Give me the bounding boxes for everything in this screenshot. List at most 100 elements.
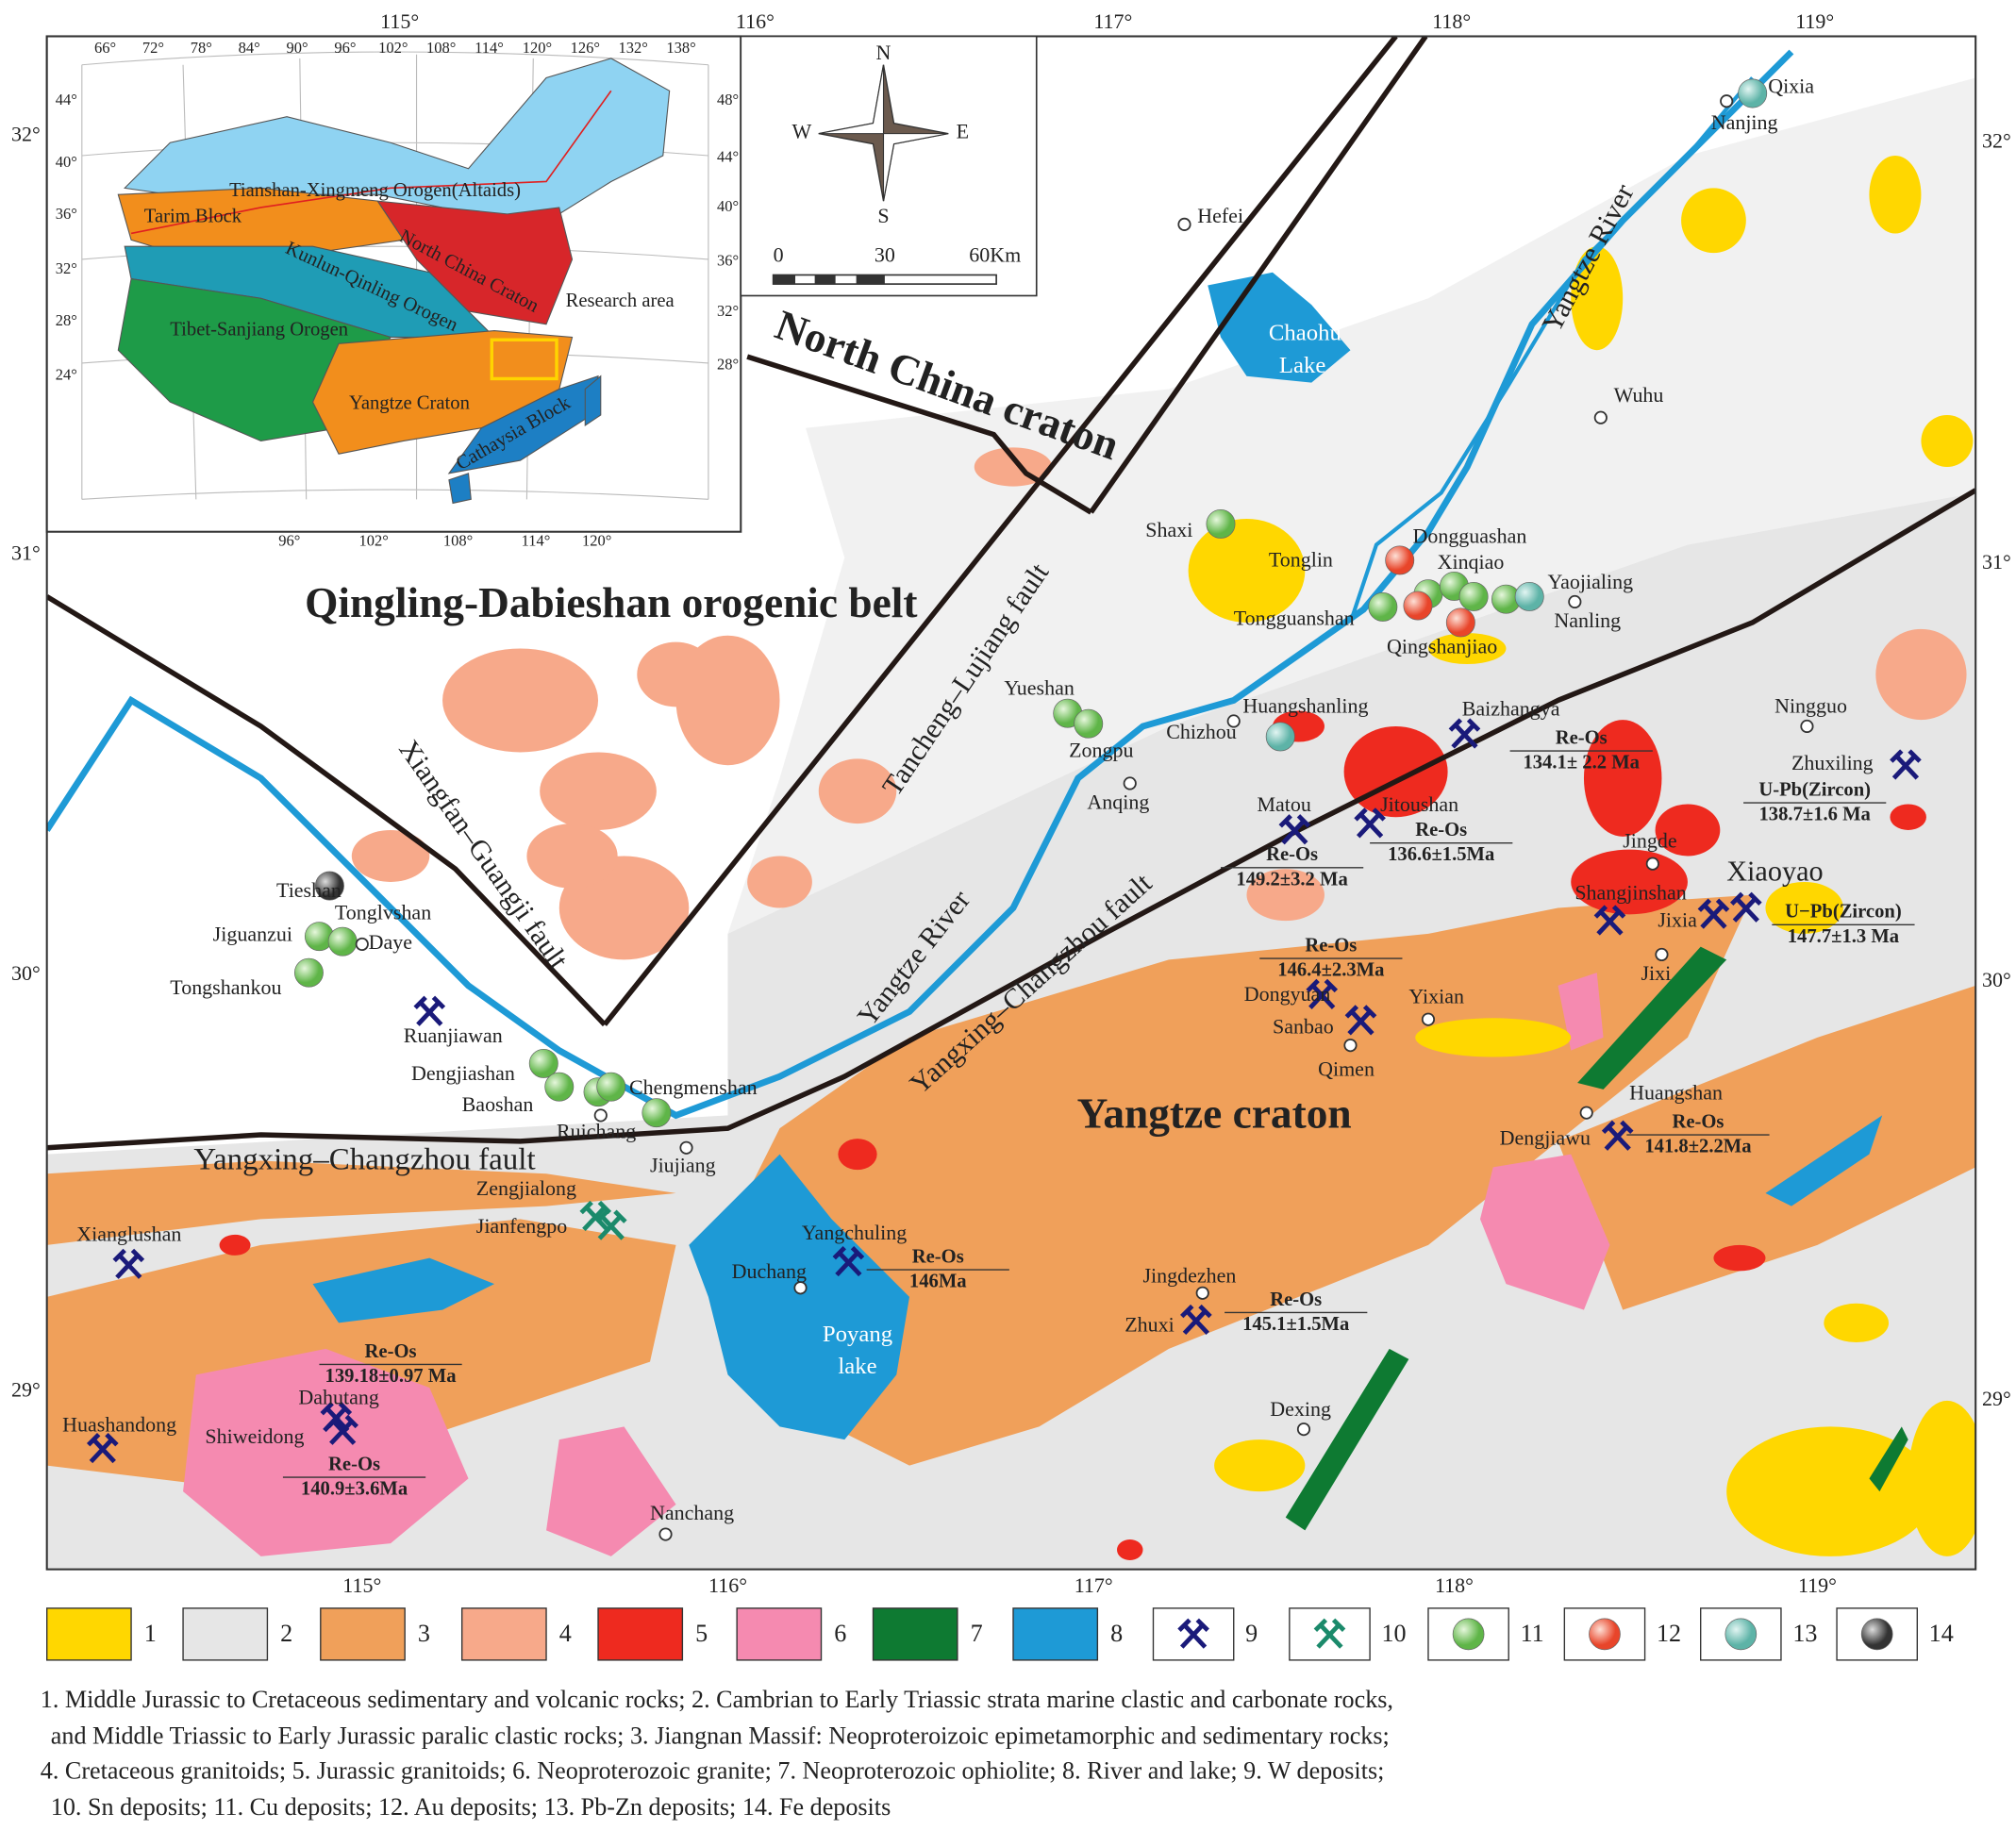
lake-label: lake [838,1354,876,1379]
place-label: Yangchuling [802,1221,907,1244]
jurassic-granitoid-area [1583,720,1662,837]
place-label: Xianglushan [76,1222,181,1245]
legend-symbol [1589,1618,1621,1651]
legend-number: 6 [834,1620,846,1647]
sedimentary-area [1908,1400,1976,1556]
place-label: Nanchang [650,1501,734,1524]
age-value: 141.8±2.2Ma [1644,1137,1751,1157]
inset-longitude: 114° [522,531,551,549]
age-value: 134.1± 2.2 Ma [1523,753,1640,774]
town-marker [1177,217,1191,231]
legend-swatch [46,1607,132,1661]
legend-symbol [1860,1618,1893,1651]
legend-swatch [597,1607,684,1661]
inset-region [584,374,602,426]
cu-deposit [293,957,324,988]
legend-symbol [1452,1618,1485,1651]
age-method: Re-Os [1305,935,1357,956]
age-method: Re-Os [1415,820,1467,840]
place-label: Zhuxi [1125,1313,1175,1337]
place-label: Qimen [1318,1057,1375,1081]
w-deposit [1354,807,1386,839]
cu-deposit [327,926,358,957]
ophiolite-area [1285,1348,1409,1531]
town-marker [1720,94,1734,108]
inset-latitude: 28° [717,356,739,374]
granite-area [1558,973,1604,1051]
granitoid-area [442,648,599,753]
inset-region-label: Yangtze Craton [349,393,470,414]
inset-fault [130,90,612,235]
granite-area [183,1348,469,1556]
place-label: Dengjiawu [1500,1126,1591,1150]
inset-region [117,187,405,260]
town-marker [793,1281,808,1295]
inset-region-label: Tibet-Sanjiang Orogen [170,319,348,340]
longitude-label: 118° [1432,9,1471,33]
age-value: 146Ma [909,1272,967,1292]
town-marker [593,1108,608,1123]
place-label: Zengjialong [476,1176,576,1200]
fault-line [1089,36,1428,514]
legend-caption: 10. Sn deposits; 11. Cu deposits; 12. Au… [51,1793,891,1821]
fault-line [602,36,1398,1026]
inset-longitude: 72° [142,39,164,57]
lake-label: Lake [1279,353,1325,378]
scale-bar-segment [814,274,836,285]
age-method: Re-Os [1266,844,1318,865]
place-label: Duchang [732,1259,807,1283]
latitude-label: 31° [1982,550,2011,574]
longitude-label: 115° [380,9,419,33]
inset-region-label: Research area [566,291,675,311]
inset-longitude: 120° [582,531,611,549]
legend-caption: 4. Cretaceous granitoids; 5. Jurassic gr… [41,1757,1385,1785]
town-marker [1645,857,1659,871]
longitude-label: 116° [708,1573,747,1597]
inset-region [124,58,671,222]
jurassic-granitoid-area [1713,1244,1766,1272]
legend-number: 7 [971,1620,983,1647]
place-label: Hefei [1197,204,1243,227]
map-body [46,36,1976,1570]
age-value: 136.6±1.5Ma [1388,844,1494,865]
sedimentary-area [1921,414,1974,467]
lake-label: Chaohu [1269,320,1341,345]
pbzn-deposit [1514,581,1544,611]
latitude-label: 32° [11,122,41,145]
age-value: 139.18±0.97 Ma [325,1366,457,1387]
inset-longitude: 102° [378,39,408,57]
fault-line [46,594,607,1027]
place-label: Dexing [1270,1397,1331,1421]
scale-label: 60Km [969,242,1021,266]
inset-longitude: 114° [475,39,504,57]
inset-latitude: 28° [56,311,77,329]
age-method: Re-Os [1270,1289,1322,1310]
place-label: Ruanjiawan [404,1023,503,1047]
place-label: Chizhou [1166,720,1237,743]
place-label: Qixia [1768,75,1814,98]
inset-latitude: 36° [717,252,739,270]
lake [1765,1115,1883,1206]
w-deposit [1729,891,1762,923]
sedimentary-area [1869,155,1922,234]
age-value: 149.2±3.2 Ma [1236,869,1347,890]
place-label: Shiweidong [205,1424,304,1448]
place-label: Tonglin [1269,547,1333,571]
place-label: Xinqiao [1438,550,1505,574]
legend-number: 13 [1792,1620,1817,1647]
w-deposit [1601,1120,1634,1151]
inset-latitude: 44° [717,148,739,166]
w-deposit [112,1248,145,1279]
scale-label: 0 [774,242,784,266]
au-deposit [1403,591,1433,621]
scale-label: 30 [875,242,895,266]
place-label: Jiujiang [650,1153,716,1176]
granitoid-area [1875,628,1967,721]
latitude-label: 29° [11,1377,41,1401]
place-label: Jiguanzui [213,923,292,946]
granitoid-area [351,829,430,882]
inset-latitude: 48° [717,91,739,108]
compass-label: N [876,41,891,64]
place-label: Anqing [1087,790,1149,813]
place-label: Yueshan [1004,675,1075,699]
